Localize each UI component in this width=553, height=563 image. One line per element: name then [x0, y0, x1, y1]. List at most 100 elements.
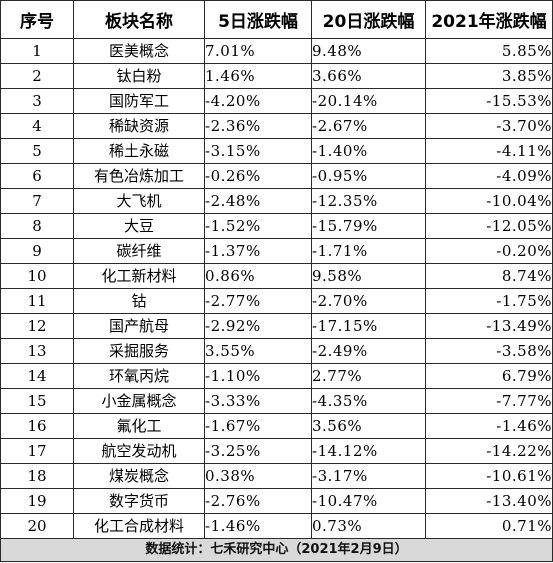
cell-5day-change: -4.20% — [204, 88, 312, 114]
table-row: 14 环氧丙烷 -1.10% 2.77% 6.79% — [0, 363, 553, 389]
table-row: 18 煤炭概念 0.38% -3.17% -10.61% — [0, 463, 553, 489]
cell-ytd-change: -4.11% — [425, 138, 553, 164]
cell-20day-change: -4.35% — [311, 388, 426, 414]
table-body: 1 医美概念 7.01% 9.48% 5.85% 2 钛白粉 1.46% 3.66% 3.85% 3… — [0, 38, 553, 562]
cell-index: 4 — [0, 113, 74, 139]
table-row: 2 钛白粉 1.46% 3.66% 3.85% — [0, 63, 553, 89]
cell-5day-change: -3.25% — [204, 438, 312, 464]
cell-20day-change: -3.17% — [311, 463, 426, 489]
table-row: 11 钴 -2.77% -2.70% -1.75% — [0, 288, 553, 314]
cell-ytd-change: -10.04% — [425, 188, 553, 214]
cell-sector-name: 稀土永磁 — [73, 138, 205, 164]
cell-5day-change: 7.01% — [204, 38, 312, 64]
cell-ytd-change: -12.05% — [425, 213, 553, 239]
header-sector-name: 板块名称 — [73, 0, 205, 39]
cell-index: 1 — [0, 38, 74, 64]
cell-index: 5 — [0, 138, 74, 164]
cell-5day-change: -1.67% — [204, 413, 312, 439]
cell-ytd-change: -3.70% — [425, 113, 553, 139]
cell-index: 10 — [0, 263, 74, 289]
cell-index: 20 — [0, 513, 74, 539]
cell-sector-name: 小金属概念 — [73, 388, 205, 414]
cell-ytd-change: -7.77% — [425, 388, 553, 414]
cell-sector-name: 煤炭概念 — [73, 463, 205, 489]
table-row: 17 航空发动机 -3.25% -14.12% -14.22% — [0, 438, 553, 464]
cell-sector-name: 采掘服务 — [73, 338, 205, 364]
cell-5day-change: -2.77% — [204, 288, 312, 314]
cell-sector-name: 钴 — [73, 288, 205, 314]
cell-index: 9 — [0, 238, 74, 264]
cell-ytd-change: 8.74% — [425, 263, 553, 289]
cell-5day-change: -3.15% — [204, 138, 312, 164]
cell-sector-name: 稀缺资源 — [73, 113, 205, 139]
header-20day-change: 20日涨跌幅 — [311, 0, 426, 39]
cell-sector-name: 数字货币 — [73, 488, 205, 514]
table-row: 20 化工合成材料 -1.46% 0.73% 0.71% — [0, 513, 553, 539]
cell-sector-name: 氟化工 — [73, 413, 205, 439]
cell-20day-change: 3.66% — [311, 63, 426, 89]
cell-sector-name: 国产航母 — [73, 313, 205, 339]
cell-20day-change: 3.56% — [311, 413, 426, 439]
cell-5day-change: -1.46% — [204, 513, 312, 539]
cell-ytd-change: -13.49% — [425, 313, 553, 339]
cell-ytd-change: -0.20% — [425, 238, 553, 264]
cell-index: 11 — [0, 288, 74, 314]
cell-5day-change: -2.36% — [204, 113, 312, 139]
cell-5day-change: -2.48% — [204, 188, 312, 214]
cell-index: 18 — [0, 463, 74, 489]
table-row: 12 国产航母 -2.92% -17.15% -13.49% — [0, 313, 553, 339]
header-index: 序号 — [0, 0, 74, 39]
cell-sector-name: 大飞机 — [73, 188, 205, 214]
cell-sector-name: 医美概念 — [73, 38, 205, 64]
cell-index: 7 — [0, 188, 74, 214]
cell-sector-name: 有色冶炼加工 — [73, 163, 205, 189]
cell-index: 13 — [0, 338, 74, 364]
cell-20day-change: -0.95% — [311, 163, 426, 189]
cell-index: 2 — [0, 63, 74, 89]
cell-sector-name: 钛白粉 — [73, 63, 205, 89]
cell-20day-change: 2.77% — [311, 363, 426, 389]
cell-20day-change: -20.14% — [311, 88, 426, 114]
cell-index: 15 — [0, 388, 74, 414]
cell-ytd-change: -4.09% — [425, 163, 553, 189]
cell-20day-change: -2.67% — [311, 113, 426, 139]
cell-sector-name: 国防军工 — [73, 88, 205, 114]
table-row: 6 有色冶炼加工 -0.26% -0.95% -4.09% — [0, 163, 553, 189]
cell-index: 19 — [0, 488, 74, 514]
cell-20day-change: -12.35% — [311, 188, 426, 214]
header-ytd-change: 2021年涨跌幅 — [425, 0, 553, 39]
cell-index: 3 — [0, 88, 74, 114]
cell-5day-change: -1.37% — [204, 238, 312, 264]
cell-ytd-change: 0.71% — [425, 513, 553, 539]
cell-5day-change: -2.76% — [204, 488, 312, 514]
table-row: 7 大飞机 -2.48% -12.35% -10.04% — [0, 188, 553, 214]
cell-20day-change: 9.48% — [311, 38, 426, 64]
cell-20day-change: -1.40% — [311, 138, 426, 164]
cell-ytd-change: -1.75% — [425, 288, 553, 314]
cell-index: 6 — [0, 163, 74, 189]
cell-5day-change: 1.46% — [204, 63, 312, 89]
table-row: 1 医美概念 7.01% 9.48% 5.85% — [0, 38, 553, 64]
cell-sector-name: 化工合成材料 — [73, 513, 205, 539]
cell-5day-change: -3.33% — [204, 388, 312, 414]
cell-20day-change: -15.79% — [311, 213, 426, 239]
cell-sector-name: 化工新材料 — [73, 263, 205, 289]
cell-20day-change: -14.12% — [311, 438, 426, 464]
cell-ytd-change: 3.85% — [425, 63, 553, 89]
cell-20day-change: -10.47% — [311, 488, 426, 514]
cell-5day-change: -1.52% — [204, 213, 312, 239]
cell-index: 14 — [0, 363, 74, 389]
table-row: 9 碳纤维 -1.37% -1.71% -0.20% — [0, 238, 553, 264]
footer-row: 数据统计：七禾研究中心（2021年2月9日） — [0, 538, 553, 562]
cell-ytd-change: -3.58% — [425, 338, 553, 364]
header-5day-change: 5日涨跌幅 — [204, 0, 312, 39]
header-row: 序号 板块名称 5日涨跌幅 20日涨跌幅 2021年涨跌幅 — [0, 0, 553, 39]
cell-ytd-change: -13.40% — [425, 488, 553, 514]
cell-ytd-change: -1.46% — [425, 413, 553, 439]
cell-sector-name: 碳纤维 — [73, 238, 205, 264]
cell-ytd-change: 6.79% — [425, 363, 553, 389]
table-row: 8 大豆 -1.52% -15.79% -12.05% — [0, 213, 553, 239]
table-row: 16 氟化工 -1.67% 3.56% -1.46% — [0, 413, 553, 439]
